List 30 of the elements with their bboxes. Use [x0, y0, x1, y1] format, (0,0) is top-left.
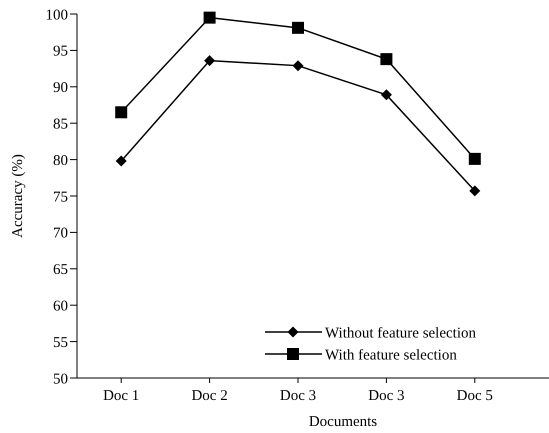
point: [469, 185, 480, 196]
point: [292, 60, 304, 72]
y-tick-label: 70: [53, 226, 68, 242]
y-tick-label: 75: [53, 189, 68, 206]
y-tick-label: 80: [53, 152, 68, 169]
y-tick-label: 65: [53, 262, 68, 278]
legend-label: With feature selection: [325, 347, 458, 364]
x-tick-label: Doc 1: [103, 388, 140, 404]
y-tick-label: 90: [53, 80, 68, 96]
y-tick-label: 60: [53, 298, 68, 314]
point: [292, 22, 304, 34]
point: [115, 106, 128, 118]
point: [380, 53, 392, 66]
y-tick-label: 50: [53, 371, 68, 388]
x-tick-label: Doc 2: [191, 388, 228, 404]
y-tick-label: 55: [53, 334, 68, 351]
y-axis-title: Accuracy (%): [10, 154, 26, 238]
y-tick-label: 95: [53, 44, 68, 60]
x-tick-label: Doc 5: [456, 388, 493, 404]
y-tick-label: 100: [46, 7, 68, 24]
y-tick-label: 85: [53, 116, 68, 132]
x-axis-title: Documents: [308, 414, 378, 430]
point: [204, 12, 216, 24]
point: [204, 55, 216, 66]
x-tick-label: Doc 3: [280, 388, 316, 404]
x-tick-label: Doc 3: [368, 388, 405, 404]
point: [468, 152, 481, 165]
legend-label: Without feature selection: [325, 325, 477, 342]
point: [116, 156, 127, 167]
point: [380, 89, 392, 100]
